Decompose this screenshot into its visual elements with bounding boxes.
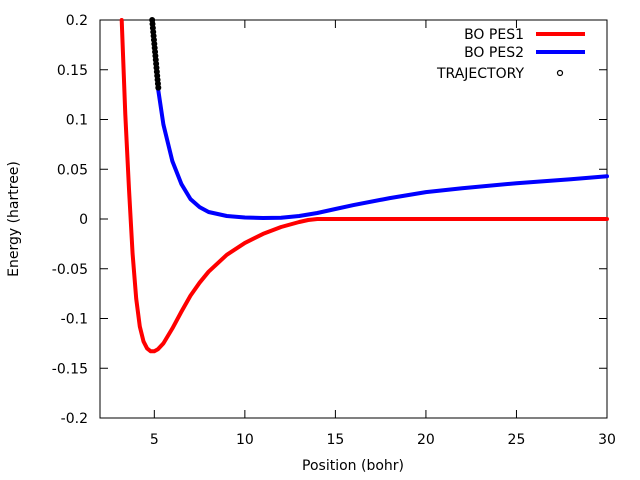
series-line-bo-pes2 [155, 85, 609, 220]
legend-label-trajectory: TRAJECTORY [436, 66, 524, 82]
y-tick-label: 0.05 [57, 162, 88, 178]
series-layer [119, 17, 609, 354]
y-tick-label: -0.15 [52, 361, 88, 377]
legend-label-bo-pes1: BO PES1 [464, 27, 524, 43]
y-tick-label: -0.1 [61, 312, 88, 328]
y-tick-label: 0.2 [66, 13, 88, 29]
y-tick-label: 0.1 [66, 113, 88, 129]
legend-label-bo-pes2: BO PES2 [464, 45, 524, 61]
legend: BO PES1 BO PES2 TRAJECTORY [436, 27, 585, 82]
y-tick-label: 0 [79, 212, 88, 228]
x-tick-label: 25 [508, 432, 526, 448]
x-tick-label: 30 [598, 432, 616, 448]
ticks-layer: 5 10 15 20 25 30 -0.2 -0.15 -0.1 -0.05 0 0.05 0.1 0.1… [52, 13, 616, 448]
legend-marker-trajectory [556, 69, 564, 77]
y-axis-title: Energy (hartree) [6, 161, 22, 277]
x-tick-label: 15 [326, 432, 344, 448]
x-tick-label: 20 [417, 432, 435, 448]
trajectory-point [155, 84, 162, 91]
y-tick-label: 0.15 [57, 63, 88, 79]
x-tick-label: 5 [150, 432, 159, 448]
y-tick-label: -0.05 [52, 262, 88, 278]
x-tick-label: 10 [236, 432, 254, 448]
y-tick-label: -0.2 [61, 411, 88, 427]
series-line-bo-pes1 [119, 18, 609, 354]
x-axis-title: Position (bohr) [302, 458, 404, 474]
